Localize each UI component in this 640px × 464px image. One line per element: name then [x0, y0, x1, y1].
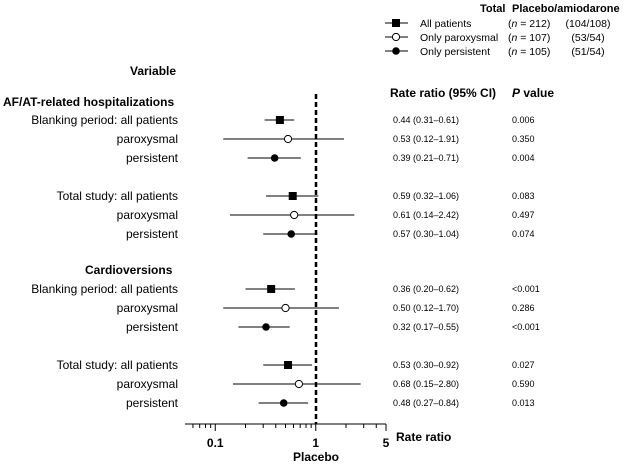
- point-estimate-marker: [267, 285, 276, 293]
- p-value: 0.286: [512, 303, 535, 313]
- point-estimate-marker: [284, 361, 293, 369]
- ci-text: 0.61 (0.14–2.42): [393, 210, 459, 220]
- point-estimate-marker: [290, 210, 299, 220]
- p-value-header: P value: [512, 86, 554, 100]
- x-tick-label: 0.1: [207, 436, 224, 450]
- legend-label: Only paroxysmal: [420, 32, 498, 44]
- point-estimate-marker: [281, 303, 290, 313]
- legend-marker: [391, 32, 401, 42]
- legend-header-ratio: Placebo/amiodarone: [512, 3, 620, 15]
- rate-ratio-ci-header: Rate ratio (95% CI): [390, 86, 496, 100]
- p-value-group: 0.006 0.350 0.004 0.083 0.497 0.074 <0.0…: [512, 115, 540, 408]
- legend-header-total: Total: [480, 3, 505, 15]
- ci-text: 0.44 (0.31–0.61): [393, 115, 459, 125]
- p-value: <0.001: [512, 322, 540, 332]
- legend-n: (n = 105): [508, 46, 550, 58]
- legend-label: Only persistent: [420, 46, 490, 58]
- point-estimate-marker: [279, 399, 288, 407]
- point-estimate-marker: [270, 154, 279, 162]
- row-label: persistent: [126, 151, 179, 165]
- x-tick-label: 5: [383, 436, 390, 450]
- x-tick-label: 1: [312, 436, 319, 450]
- row-label-group: Blanking period: all patients paroxysmal…: [31, 113, 178, 410]
- row-label: persistent: [126, 320, 179, 334]
- x-axis-label: Rate ratio: [396, 430, 451, 444]
- row-label: paroxysmal: [117, 301, 178, 315]
- point-estimate-marker: [275, 116, 284, 124]
- ci-text: 0.53 (0.30–0.92): [393, 360, 459, 370]
- data-marks: [223, 116, 361, 407]
- row-label: Total study: all patients: [57, 189, 178, 203]
- p-value: 0.590: [512, 379, 535, 389]
- ci-text: 0.39 (0.21–0.71): [393, 153, 459, 163]
- point-estimate-marker: [294, 379, 304, 389]
- section-title-hospitalizations: AF/AT-related hospitalizations: [3, 95, 174, 109]
- p-value: 0.013: [512, 398, 535, 408]
- row-label: persistent: [126, 396, 179, 410]
- p-value: 0.083: [512, 191, 535, 201]
- row-label: persistent: [126, 227, 179, 241]
- ci-text: 0.53 (0.12–1.91): [393, 134, 459, 144]
- legend-marker: [392, 19, 400, 27]
- point-estimate-marker: [283, 134, 293, 144]
- p-value: 0.074: [512, 229, 535, 239]
- ci-text: 0.36 (0.20–0.62): [393, 284, 459, 294]
- p-value: <0.001: [512, 284, 540, 294]
- point-estimate-marker: [288, 192, 297, 200]
- point-estimate-marker: [262, 323, 270, 331]
- ci-text-group: 0.44 (0.31–0.61) 0.53 (0.12–1.91) 0.39 (…: [393, 115, 459, 408]
- ci-text: 0.68 (0.15–2.80): [393, 379, 459, 389]
- ci-text: 0.48 (0.27–0.84): [393, 398, 459, 408]
- legend-marker: [392, 47, 400, 55]
- p-value: 0.004: [512, 153, 535, 163]
- legend-ratio: (51/54): [571, 46, 604, 58]
- ci-text: 0.50 (0.12–1.70): [393, 303, 459, 313]
- row-label: Blanking period: all patients: [31, 282, 178, 296]
- row-label: paroxysmal: [117, 377, 178, 391]
- legend-ratio: (53/54): [571, 32, 604, 44]
- row-label: Total study: all patients: [57, 358, 178, 372]
- x-axis-ticks: 0.1 1 5: [192, 424, 390, 450]
- legend-ratio: (104/108): [566, 18, 611, 30]
- p-value: 0.350: [512, 134, 535, 144]
- variable-header: Variable: [130, 64, 176, 78]
- legend-n: (n = 212): [508, 18, 550, 30]
- ci-text: 0.59 (0.32–1.06): [393, 191, 459, 201]
- row-label: paroxysmal: [117, 132, 178, 146]
- row-label: Blanking period: all patients: [31, 113, 178, 127]
- p-value: 0.006: [512, 115, 535, 125]
- reference-label: Placebo: [293, 450, 339, 464]
- section-title-cardioversions: Cardioversions: [85, 263, 173, 277]
- ci-text: 0.32 (0.17–0.55): [393, 322, 459, 332]
- point-estimate-marker: [287, 230, 296, 238]
- ci-text: 0.57 (0.30–1.04): [393, 229, 459, 239]
- p-value: 0.497: [512, 210, 535, 220]
- legend: All patients (n = 212) (104/108) Only parox…: [385, 18, 610, 58]
- p-value: 0.027: [512, 360, 535, 370]
- row-label: paroxysmal: [117, 208, 178, 222]
- legend-label: All patients: [420, 18, 471, 30]
- legend-n: (n = 107): [508, 32, 550, 44]
